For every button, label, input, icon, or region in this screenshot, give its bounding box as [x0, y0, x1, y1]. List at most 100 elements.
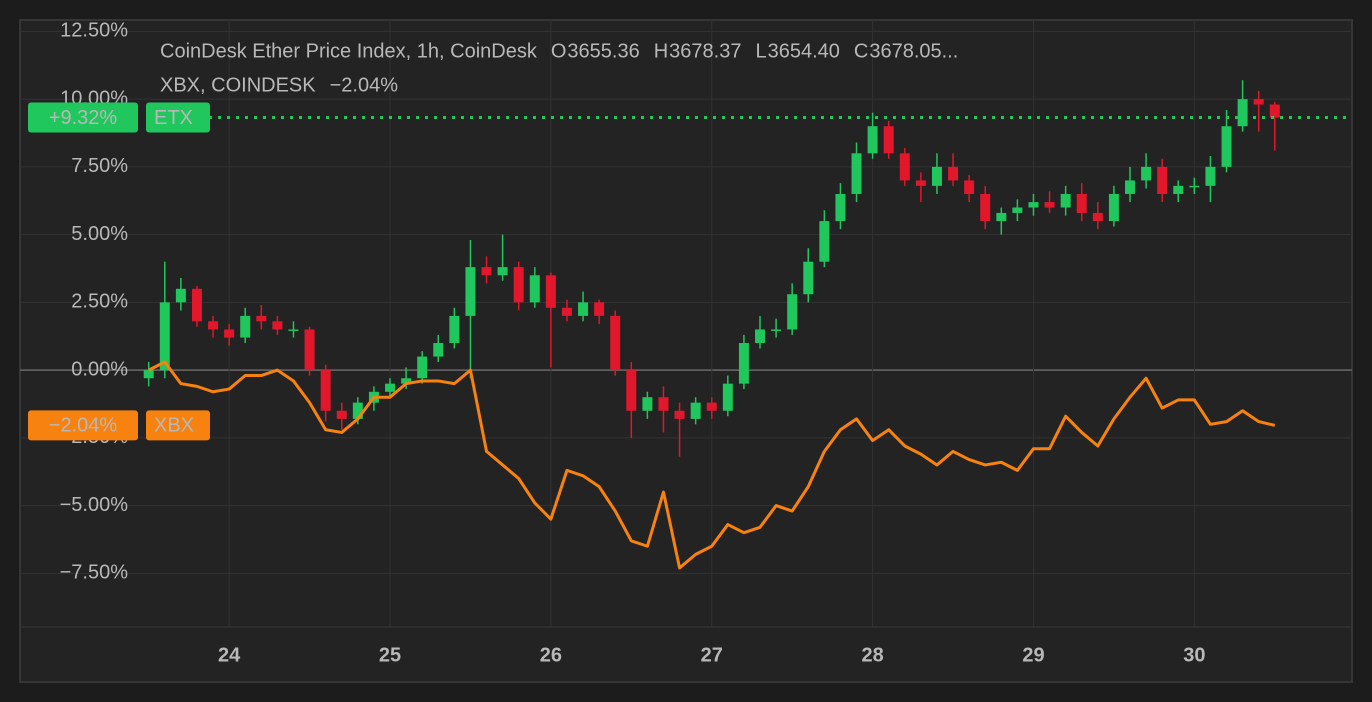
- legend-text: XBX, COINDESK: [160, 74, 316, 96]
- candle-body: [722, 383, 733, 411]
- candle-body: [867, 126, 878, 154]
- candle-body: [159, 302, 170, 371]
- legend-text: 3678.05...: [869, 40, 958, 62]
- y-tick-label: 7.50%: [71, 155, 128, 177]
- legend-text: CoinDesk Ether Price Index, 1h, CoinDesk: [160, 40, 538, 62]
- value-tag: [28, 102, 138, 133]
- value-tag: [28, 410, 138, 441]
- candle-body: [320, 370, 331, 411]
- legend-text: H: [654, 40, 668, 62]
- candle-body: [175, 288, 186, 303]
- y-tick-label: 12.50%: [60, 20, 128, 42]
- candle-body: [465, 267, 476, 316]
- candle-body: [690, 402, 701, 419]
- candle-body: [1205, 166, 1216, 186]
- price-line: [148, 360, 1276, 570]
- candle-body: [1237, 99, 1248, 127]
- candle-body: [561, 307, 572, 316]
- series-tag: [146, 102, 210, 133]
- candle-body: [1173, 185, 1184, 194]
- candle-body: [1157, 166, 1168, 194]
- candle-body: [256, 315, 267, 322]
- series-tag-label: ETX: [154, 107, 193, 129]
- candle-body: [706, 402, 717, 411]
- candle-body: [787, 294, 798, 330]
- candle-body: [738, 343, 749, 384]
- candle-body: [883, 126, 894, 154]
- candle-body: [1060, 193, 1071, 208]
- y-tick-label: 5.00%: [71, 223, 128, 245]
- candle-body: [1012, 207, 1023, 213]
- legend-text: L: [755, 40, 766, 62]
- candle-body: [545, 275, 556, 308]
- x-tick-label: 26: [540, 644, 562, 666]
- series-tag: [146, 410, 210, 441]
- legend-text: 3655.36: [567, 40, 639, 62]
- candle-body: [336, 410, 347, 419]
- candle-body: [899, 153, 910, 181]
- candle-body: [755, 329, 765, 344]
- y-tick-label: −5.00%: [60, 494, 129, 516]
- candle-body: [931, 166, 942, 186]
- candle-body: [497, 267, 508, 276]
- legend-text: 3654.40: [768, 40, 840, 62]
- candle-body: [352, 402, 363, 419]
- x-tick-label: 28: [861, 644, 883, 666]
- x-tick-label: 29: [1022, 644, 1044, 666]
- candle-body: [1269, 104, 1280, 118]
- legend-text: C: [854, 40, 868, 62]
- candle-body: [658, 397, 669, 411]
- candle-body: [401, 378, 412, 384]
- value-tag-label: +9.32%: [49, 107, 118, 129]
- x-tick-label: 25: [379, 644, 401, 666]
- candle-body: [594, 302, 605, 316]
- candle-body: [819, 221, 830, 262]
- candle-body: [610, 315, 621, 371]
- x-tick-label: 30: [1183, 644, 1205, 666]
- candle-body: [191, 288, 202, 322]
- candle-body: [513, 267, 524, 303]
- value-tag-label: −2.04%: [49, 415, 118, 437]
- candle-body: [674, 410, 685, 419]
- candle-body: [1189, 185, 1200, 188]
- candle-body: [1125, 180, 1135, 194]
- candle-body: [851, 153, 862, 194]
- candle-body: [1044, 202, 1055, 208]
- x-tick-label: 27: [701, 644, 723, 666]
- candle-body: [143, 370, 154, 379]
- candle-body: [1253, 99, 1264, 105]
- legend-text: −2.04%: [330, 74, 399, 96]
- candle-body: [240, 315, 251, 338]
- candle-body: [449, 315, 460, 344]
- y-tick-label: 0.00%: [71, 358, 128, 380]
- legend-text: O: [551, 40, 567, 62]
- candle-body: [642, 397, 653, 411]
- candle-body: [803, 261, 814, 295]
- x-tick-label: 24: [218, 644, 241, 666]
- candle-body: [915, 180, 926, 186]
- y-tick-label: 2.50%: [71, 291, 128, 313]
- candle-body: [980, 193, 991, 222]
- candle-body: [304, 329, 315, 371]
- candle-body: [417, 356, 428, 379]
- series-tag-label: XBX: [154, 415, 194, 437]
- candle-body: [1141, 166, 1152, 181]
- candle-body: [385, 383, 395, 392]
- candle-body: [208, 321, 219, 330]
- candle-body: [964, 180, 975, 194]
- candle-body: [433, 343, 444, 357]
- y-tick-label: −7.50%: [60, 562, 129, 584]
- legend-text: 3678.37: [669, 40, 741, 62]
- candle-body: [224, 329, 235, 338]
- candle-body: [771, 329, 782, 331]
- candle-body: [1028, 202, 1039, 208]
- candle-body: [272, 321, 283, 330]
- candle-body: [996, 212, 1007, 222]
- candle-body: [948, 166, 959, 181]
- candle-body: [288, 329, 299, 331]
- candle-body: [626, 370, 637, 411]
- candle-body: [1076, 193, 1087, 213]
- candle-body: [835, 193, 846, 222]
